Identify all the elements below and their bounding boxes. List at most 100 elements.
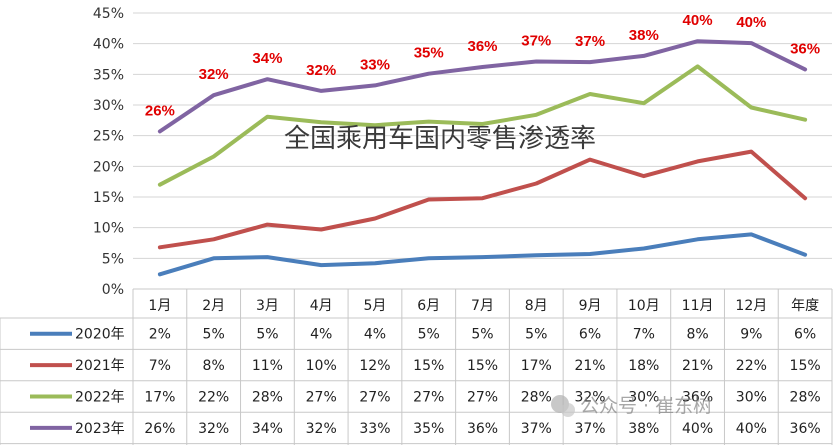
- x-tick-label: 8月: [525, 298, 548, 314]
- y-tick-label: 45%: [93, 6, 124, 22]
- data-label: 26%: [145, 102, 175, 119]
- y-tick-label: 10%: [93, 221, 124, 237]
- data-label: 32%: [199, 66, 229, 83]
- x-tick-label: 3月: [256, 298, 279, 314]
- wechat-logo-icon: [551, 395, 575, 417]
- table-cell: 37%: [574, 421, 605, 437]
- table-cell: 15%: [467, 358, 498, 374]
- y-tick-label: 40%: [93, 37, 124, 53]
- table-cell: 34%: [252, 421, 283, 437]
- table-cell: 12%: [359, 358, 390, 374]
- table-cell: 7%: [149, 358, 171, 374]
- table-cell: 38%: [628, 421, 659, 437]
- table-cell: 8%: [686, 327, 708, 343]
- table-cell: 32%: [198, 421, 229, 437]
- table-cell: 11%: [252, 358, 283, 374]
- y-tick-label: 20%: [93, 159, 124, 175]
- x-tick-label: 6月: [417, 298, 440, 314]
- series-lines: [157, 39, 808, 277]
- table-cell: 15%: [790, 358, 821, 374]
- table-cell: 30%: [736, 390, 767, 406]
- watermark-text: 公众号 · 崔东树: [580, 395, 712, 417]
- table-cell: 17%: [144, 390, 175, 406]
- table-cell: 6%: [579, 327, 601, 343]
- legend-label: 2023年: [75, 421, 125, 437]
- table-cell: 7%: [633, 327, 655, 343]
- annotations: 26% 32% 34% 32% 33% 35% 36% 37% 37% 38% 40% 40% 36%: [145, 12, 820, 119]
- y-tick-label: 25%: [93, 129, 124, 145]
- table-cell: 2%: [149, 327, 171, 343]
- y-tick-label: 35%: [93, 67, 124, 83]
- legend-label: 2022年: [75, 390, 125, 406]
- table-cell: 33%: [359, 421, 390, 437]
- table-cell: 21%: [682, 358, 713, 374]
- table-cell: 4%: [310, 327, 332, 343]
- table-cell: 17%: [521, 358, 552, 374]
- table-cell: 9%: [740, 327, 762, 343]
- y-axis-ticks: 0% 5% 10% 15% 20% 25% 30% 35% 40% 45%: [93, 6, 124, 298]
- table-cell: 5%: [418, 327, 440, 343]
- table-cell: 28%: [790, 390, 821, 406]
- data-label: 37%: [521, 32, 551, 49]
- table-cell: 28%: [521, 390, 552, 406]
- x-tick-label: 年度: [791, 298, 819, 314]
- table-cell: 32%: [306, 421, 337, 437]
- table-cell: 5%: [256, 327, 278, 343]
- table-cell: 35%: [413, 421, 444, 437]
- data-label: 35%: [414, 45, 444, 62]
- table-cell: 18%: [628, 358, 659, 374]
- table-cell: 22%: [198, 390, 229, 406]
- y-tick-label: 30%: [93, 98, 124, 114]
- table-cell: 32%: [574, 390, 605, 406]
- table-cell: 36%: [790, 421, 821, 437]
- table-cell: 27%: [306, 390, 337, 406]
- series-line-2022年: [157, 64, 808, 187]
- y-tick-label: 15%: [93, 190, 124, 206]
- data-label: 34%: [252, 50, 282, 67]
- x-tick-label: 1月: [148, 298, 171, 314]
- x-tick-label: 2月: [202, 298, 225, 314]
- series-line-2021年: [157, 149, 808, 250]
- data-table: 1月 2月 3月 4月 5月 6月 7月 8月 9月 10月 11月 12月 年度 2020年 2% 5% 5%…: [0, 288, 833, 445]
- watermark: 公众号 · 崔东树: [551, 395, 712, 417]
- table-cell: 37%: [521, 421, 552, 437]
- x-tick-label: 10月: [628, 298, 660, 314]
- x-tick-label: 4月: [310, 298, 333, 314]
- table-cell: 15%: [413, 358, 444, 374]
- data-label: 33%: [360, 56, 390, 73]
- table-cell: 27%: [359, 390, 390, 406]
- x-tick-label: 7月: [471, 298, 494, 314]
- table-cell: 6%: [794, 327, 816, 343]
- table-cell: 27%: [467, 390, 498, 406]
- data-label: 36%: [467, 38, 497, 55]
- data-label: 32%: [306, 62, 336, 79]
- legend-label: 2021年: [75, 358, 125, 374]
- table-cell: 40%: [736, 421, 767, 437]
- data-label: 38%: [629, 27, 659, 44]
- table-cell: 5%: [525, 327, 547, 343]
- x-tick-label: 11月: [682, 298, 714, 314]
- table-cell: 4%: [364, 327, 386, 343]
- table-cell: 27%: [413, 390, 444, 406]
- table-cell: 22%: [736, 358, 767, 374]
- table-cell: 36%: [467, 421, 498, 437]
- series-line-2020年: [157, 232, 808, 277]
- legend-label: 2020年: [75, 327, 125, 343]
- data-label: 37%: [575, 33, 605, 50]
- x-tick-label: 9月: [579, 298, 602, 314]
- table-cell: 21%: [574, 358, 605, 374]
- data-label: 36%: [790, 40, 820, 57]
- table-cell: 30%: [628, 390, 659, 406]
- y-tick-label: 0%: [102, 282, 124, 298]
- chart-title: 全国乘用车国内零售渗透率: [284, 124, 596, 154]
- data-label: 40%: [736, 14, 766, 31]
- series-line-2023年: [157, 39, 808, 134]
- data-label: 40%: [683, 12, 713, 29]
- table-cell: 10%: [306, 358, 337, 374]
- y-tick-label: 5%: [102, 251, 124, 267]
- table-cell: 26%: [144, 421, 175, 437]
- table-cell: 36%: [682, 390, 713, 406]
- table-cell: 5%: [471, 327, 493, 343]
- table-cell: 28%: [252, 390, 283, 406]
